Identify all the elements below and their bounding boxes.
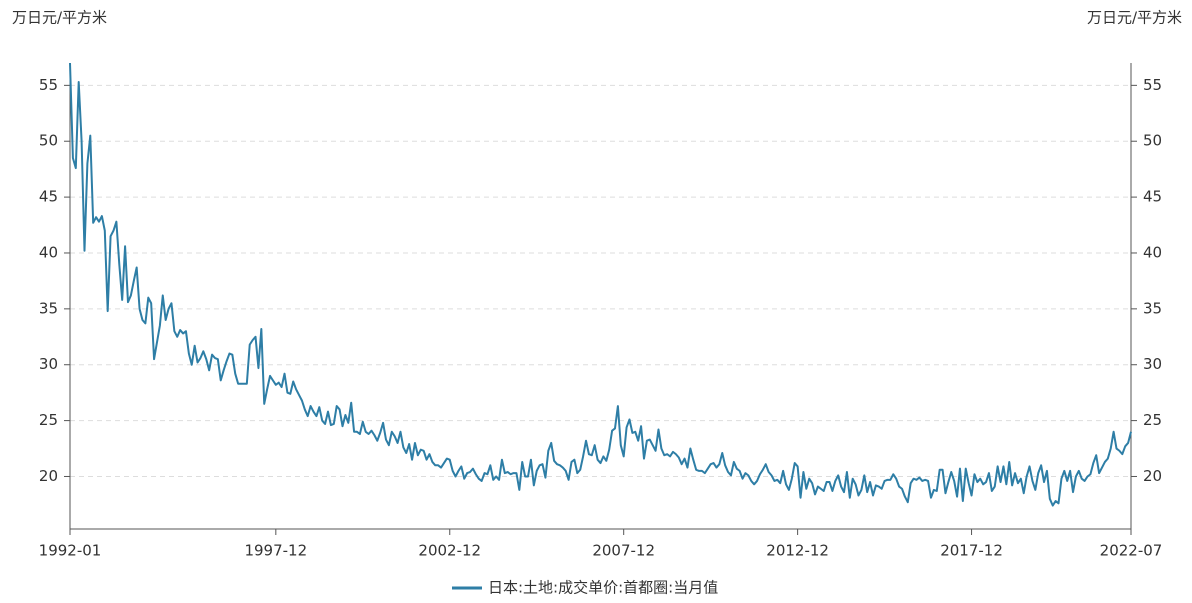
y-tick-label: 35 bbox=[39, 299, 58, 317]
legend-label: 日本:土地:成交单价:首都圈:当月值 bbox=[488, 579, 718, 597]
x-tick-label: 2007-12 bbox=[592, 542, 655, 560]
x-tick-label: 2002-12 bbox=[418, 542, 481, 560]
x-tick-label: 2022-07 bbox=[1100, 542, 1163, 560]
x-tick-label: 1997-12 bbox=[244, 542, 307, 560]
x-tick-label: 2017-12 bbox=[940, 542, 1003, 560]
y2-tick-label: 50 bbox=[1143, 132, 1162, 150]
y2-tick-label: 30 bbox=[1143, 355, 1162, 373]
y-tick-label: 45 bbox=[39, 188, 58, 206]
x-tick-label: 1992-01 bbox=[39, 542, 102, 560]
y2-tick-label: 25 bbox=[1143, 411, 1162, 429]
y-axis-title: 万日元/平方米 bbox=[12, 9, 107, 27]
y-tick-label: 50 bbox=[39, 132, 58, 150]
x-tick-label: 2012-12 bbox=[766, 542, 829, 560]
y-tick-label: 20 bbox=[39, 467, 58, 485]
y2-tick-label: 35 bbox=[1143, 299, 1162, 317]
y2-axis-title: 万日元/平方米 bbox=[1087, 9, 1182, 27]
y2-tick-label: 40 bbox=[1143, 243, 1162, 261]
y-tick-label: 55 bbox=[39, 76, 58, 94]
y-tick-label: 25 bbox=[39, 411, 58, 429]
y-tick-label: 30 bbox=[39, 355, 58, 373]
line-series bbox=[69, 62, 1132, 507]
y2-tick-label: 45 bbox=[1143, 188, 1162, 206]
y-tick-label: 40 bbox=[39, 243, 58, 261]
y2-tick-label: 55 bbox=[1143, 76, 1162, 94]
y2-tick-label: 20 bbox=[1143, 467, 1162, 485]
